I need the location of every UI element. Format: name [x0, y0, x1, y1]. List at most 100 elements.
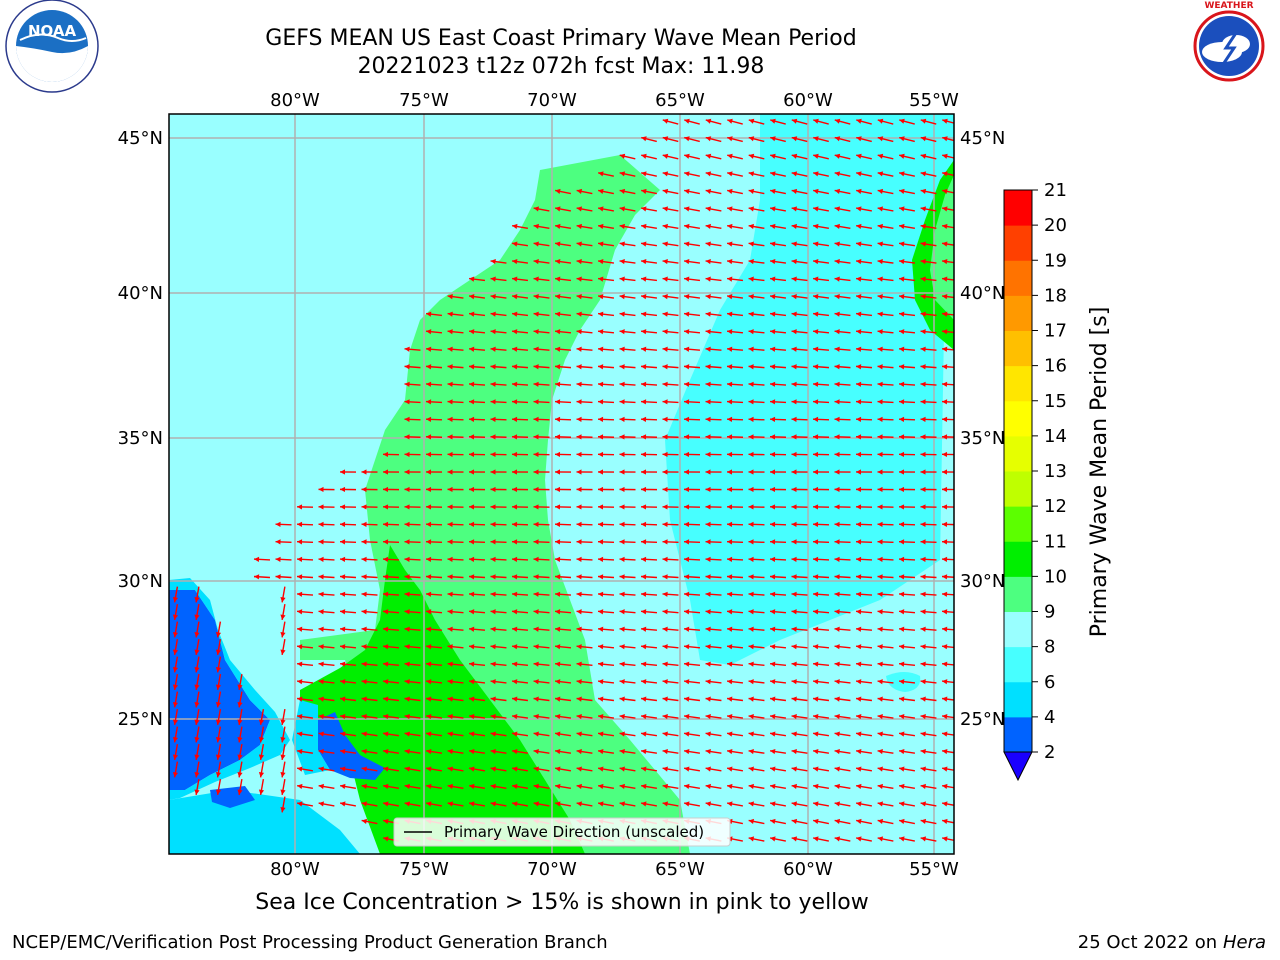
wave-direction-arrow	[726, 469, 744, 475]
wave-direction-arrow	[640, 521, 658, 527]
wave-direction-arrow	[662, 153, 679, 160]
wave-direction-arrow	[941, 434, 954, 440]
wave-direction-arrow	[877, 416, 894, 422]
wave-direction-arrow	[812, 346, 830, 352]
wave-direction-arrow	[834, 766, 851, 772]
wave-direction-arrow	[855, 223, 873, 230]
wave-direction-arrow	[598, 188, 614, 195]
wave-direction-arrow	[834, 188, 851, 195]
wave-direction-arrow	[447, 696, 464, 702]
wave-direction-arrow	[769, 259, 787, 265]
wave-direction-arrow	[726, 731, 744, 737]
wave-direction-arrow	[576, 556, 593, 562]
wave-direction-arrow	[705, 364, 722, 370]
period-region-2-4-cuba	[210, 786, 255, 808]
wave-direction-arrow	[941, 276, 954, 282]
wave-direction-arrow	[490, 451, 507, 458]
wave-direction-arrow	[511, 381, 529, 387]
wave-direction-arrow	[619, 434, 636, 440]
wave-direction-arrow	[726, 346, 744, 352]
wave-direction-arrow	[511, 609, 529, 615]
wave-direction-arrow	[941, 399, 954, 405]
wave-direction-arrow	[942, 118, 954, 124]
wave-direction-arrow	[468, 451, 486, 458]
wave-direction-arrow	[533, 399, 550, 405]
wave-direction-arrow	[468, 679, 486, 685]
wave-direction-arrow	[533, 539, 550, 545]
lon-label-bottom: 55°W	[909, 859, 959, 880]
wave-direction-arrow	[662, 748, 679, 755]
wave-direction-arrow	[237, 726, 243, 743]
wave-direction-arrow	[705, 469, 722, 475]
wave-direction-arrow	[726, 661, 744, 667]
wave-direction-arrow	[813, 153, 829, 160]
wave-direction-arrow	[296, 696, 314, 702]
colorbar-cell	[1004, 681, 1032, 718]
wave-direction-arrow	[834, 381, 851, 387]
wave-direction-arrow	[253, 556, 271, 562]
wave-direction-arrow	[920, 486, 937, 493]
wave-direction-arrow	[769, 469, 787, 475]
wave-direction-arrow	[748, 714, 765, 720]
wave-direction-arrow	[770, 136, 786, 143]
wave-direction-arrow	[942, 136, 954, 142]
wave-direction-arrow	[920, 434, 937, 440]
wave-direction-arrow	[576, 188, 593, 195]
wave-direction-arrow	[769, 451, 787, 458]
lat-label-left: 25°N	[118, 709, 163, 730]
wave-direction-arrow	[425, 416, 443, 422]
wave-direction-arrow	[640, 609, 658, 615]
colorbar-cell	[1004, 260, 1032, 296]
wave-direction-arrow	[662, 521, 679, 527]
wave-direction-arrow	[705, 539, 722, 545]
wave-direction-arrow	[791, 223, 808, 230]
wave-direction-arrow	[404, 469, 421, 475]
wave-direction-arrow	[705, 644, 722, 650]
wave-direction-arrow	[920, 801, 937, 807]
wave-direction-arrow	[425, 539, 443, 545]
wave-direction-arrow	[640, 679, 658, 685]
period-region-4-6-caribbean	[169, 790, 360, 854]
wave-direction-arrow	[425, 766, 443, 772]
wave-direction-arrow	[941, 469, 954, 475]
wave-direction-arrow	[339, 539, 357, 545]
wave-direction-arrow	[533, 574, 550, 580]
wave-direction-arrow	[748, 609, 765, 615]
colorbar-tick-label: 4	[1044, 707, 1055, 728]
wave-direction-arrow	[339, 574, 357, 580]
wave-direction-arrow	[920, 644, 937, 650]
wave-direction-arrow	[791, 731, 808, 737]
wave-direction-arrow	[382, 679, 400, 685]
wave-direction-arrow	[877, 818, 894, 825]
wave-direction-arrow	[855, 504, 873, 510]
colorbar-tick-label: 13	[1044, 461, 1067, 482]
wave-direction-arrow	[683, 574, 701, 580]
wave-direction-arrow	[705, 311, 722, 317]
wave-direction-arrow	[855, 416, 873, 422]
wave-direction-arrow	[791, 434, 808, 440]
wave-direction-arrow	[576, 399, 593, 405]
wave-direction-arrow	[748, 574, 765, 580]
wave-direction-arrow	[941, 241, 954, 247]
wave-direction-arrow	[404, 416, 421, 422]
wave-direction-arrow	[920, 661, 937, 667]
wave-direction-arrow	[748, 294, 765, 300]
wave-direction-arrow	[447, 766, 464, 772]
wave-direction-arrow	[791, 539, 808, 545]
wave-direction-arrow	[215, 761, 222, 778]
wave-direction-arrow	[748, 259, 765, 265]
wave-direction-arrow	[662, 783, 679, 790]
wave-direction-arrow	[361, 801, 378, 807]
wave-direction-arrow	[554, 451, 572, 458]
wave-direction-arrow	[898, 276, 916, 282]
wave-direction-arrow	[490, 626, 507, 632]
wave-direction-arrow	[662, 294, 679, 300]
wave-direction-arrow	[684, 206, 700, 212]
wave-direction-arrow	[877, 171, 894, 177]
wave-direction-arrow	[619, 329, 636, 335]
wave-direction-arrow	[705, 574, 722, 580]
wave-direction-arrow	[382, 574, 400, 580]
wave-direction-arrow	[468, 644, 486, 650]
wave-direction-arrow	[512, 801, 528, 807]
wave-direction-arrow	[554, 294, 572, 300]
